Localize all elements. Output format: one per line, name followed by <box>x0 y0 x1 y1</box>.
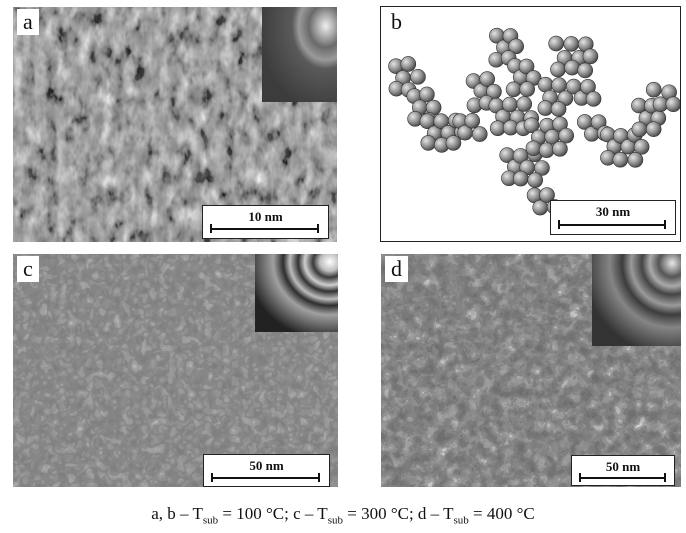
nanoparticle-sphere <box>519 81 536 97</box>
nanoparticle-sphere <box>550 101 567 117</box>
figure-caption: a, b – Tsub = 100 °C; c – Tsub = 300 °C;… <box>0 504 686 526</box>
nanoparticle-sphere <box>550 61 566 78</box>
panel-b-particle-aggregate <box>388 27 680 216</box>
panel-d-scale-label: 50 nm <box>605 459 641 474</box>
panel-d-diffraction-inset <box>592 254 681 346</box>
panel-c: c 50 nm <box>13 254 338 487</box>
nanoparticle-sphere <box>419 86 435 103</box>
nanoparticle-sphere <box>501 96 518 113</box>
panel-a: a 10 nm <box>13 7 337 242</box>
caption-part-1: a, b – T <box>151 504 203 523</box>
panel-b-scale-label: 30 nm <box>595 204 631 219</box>
panel-a-scale-bar: 10 nm <box>202 205 329 239</box>
nanoparticle-sphere <box>631 121 648 138</box>
nanoparticle-sphere <box>512 170 529 187</box>
caption-part-4: = 400 °C <box>468 504 535 523</box>
panel-b-letter: b <box>385 9 408 35</box>
panel-d-scale-bar: 50 nm <box>571 455 675 486</box>
nanoparticle-sphere <box>665 96 680 113</box>
panel-a-diffraction-inset <box>262 7 337 102</box>
nanoparticle-sphere <box>400 56 417 72</box>
nanoparticle-sphere <box>582 48 599 65</box>
nanoparticle-sphere <box>479 71 496 87</box>
nanoparticle-sphere <box>420 135 437 151</box>
panel-b-scale-bar: 30 nm <box>550 200 676 235</box>
panel-a-scale-label: 10 nm <box>248 209 283 224</box>
nanoparticle-sphere <box>612 151 629 168</box>
caption-part-3: = 300 °C; d – T <box>342 504 454 523</box>
nanoparticle-sphere <box>445 135 462 151</box>
nanoparticle-sphere <box>645 81 662 98</box>
nanoparticle-sphere <box>633 139 650 155</box>
panel-b: b 30 nm <box>380 6 681 242</box>
caption-sub-3: sub <box>453 514 469 527</box>
panel-c-diffraction-inset <box>255 254 338 332</box>
nanoparticle-sphere <box>627 152 644 168</box>
nanoparticle-sphere <box>525 140 542 157</box>
nanoparticle-sphere <box>585 91 602 107</box>
nanoparticle-sphere <box>410 69 426 85</box>
nanoparticle-sphere <box>537 76 554 93</box>
nanoparticle-sphere <box>539 187 555 203</box>
caption-sub-2: sub <box>327 514 343 527</box>
panel-d-letter: d <box>385 256 408 282</box>
nanoparticle-sphere <box>645 121 662 137</box>
nanoparticle-sphere <box>516 96 533 112</box>
nanoparticle-sphere <box>564 59 580 76</box>
nanoparticle-sphere <box>471 126 488 142</box>
nanoparticle-sphere <box>558 127 575 144</box>
nanoparticle-sphere <box>563 36 580 52</box>
caption-part-2: = 100 °C; c – T <box>218 504 328 523</box>
panel-c-scale-label: 50 nm <box>249 458 284 473</box>
panel-c-letter: c <box>17 256 39 282</box>
nanoparticle-sphere <box>538 142 555 159</box>
nanoparticle-sphere <box>537 100 554 116</box>
panel-c-scale-bar: 50 nm <box>203 454 330 487</box>
nanoparticle-sphere <box>464 113 481 129</box>
nanoparticle-sphere <box>523 117 540 133</box>
nanoparticle-sphere <box>508 38 524 55</box>
panel-d: d 50 nm <box>381 254 681 487</box>
caption-sub-1: sub <box>202 514 219 527</box>
nanoparticle-sphere <box>527 172 544 188</box>
nanoparticle-sphere <box>534 160 550 176</box>
nanoparticle-sphere <box>548 35 564 52</box>
panel-a-letter: a <box>17 9 39 35</box>
nanoparticle-sphere <box>551 77 567 93</box>
nanoparticle-sphere <box>577 62 593 79</box>
nanoparticle-sphere <box>518 58 535 75</box>
nanoparticle-sphere <box>505 81 522 98</box>
nanoparticle-sphere <box>552 141 568 157</box>
